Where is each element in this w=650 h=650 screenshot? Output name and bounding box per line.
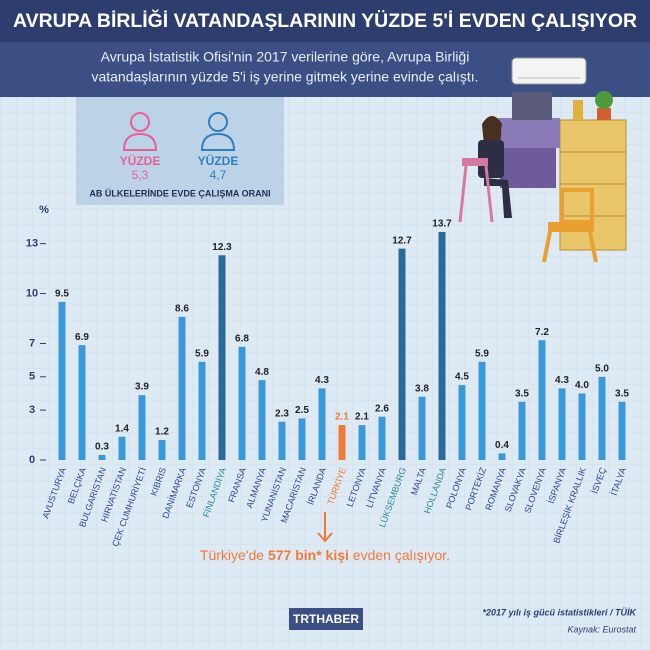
bar xyxy=(498,453,506,460)
footnote: *2017 yılı iş gücü istatistikleri / TÜİK xyxy=(482,607,637,617)
value-label: 4.8 xyxy=(255,367,269,378)
callout-text: Türkiye'de 577 bin* kişi evden çalışıyor… xyxy=(200,547,450,563)
value-label: 5.9 xyxy=(475,348,489,359)
bar xyxy=(258,380,266,460)
value-label: 2.6 xyxy=(375,403,389,414)
bar xyxy=(558,388,566,460)
bar xyxy=(198,361,206,460)
bar xyxy=(218,255,226,460)
bar xyxy=(298,418,306,460)
legend-caption: AB ÜLKELERİNDE EVDE ÇALIŞMA ORANI xyxy=(89,188,270,198)
value-label: 5.0 xyxy=(595,363,609,374)
title-band xyxy=(0,0,650,42)
legend-value: 5,3 xyxy=(132,168,149,182)
bar xyxy=(98,455,106,460)
value-label: 3.5 xyxy=(515,388,529,399)
value-label: 7.2 xyxy=(535,327,549,338)
callout-segment: Türkiye'de xyxy=(200,547,268,563)
y-tick-label: 7 xyxy=(29,337,35,349)
callout-segment: evden çalışıyor. xyxy=(349,547,450,563)
bar xyxy=(178,316,186,460)
value-label: 6.8 xyxy=(235,333,249,344)
bar xyxy=(278,421,286,460)
bar xyxy=(378,416,386,460)
bar xyxy=(398,248,406,460)
bar xyxy=(158,440,166,460)
callout-segment: 577 bin* kişi xyxy=(268,547,349,563)
bar xyxy=(58,301,66,460)
value-label: 8.6 xyxy=(175,304,189,315)
bar xyxy=(118,436,126,460)
value-label: 0.3 xyxy=(95,442,109,453)
title: AVRUPA BİRLİĞİ VATANDAŞLARININ YÜZDE 5'İ… xyxy=(13,10,637,32)
bar xyxy=(518,401,526,460)
bar xyxy=(138,395,146,460)
man-icon xyxy=(200,112,236,151)
subtitle-line: Avrupa İstatistik Ofisi'nin 2017 veriler… xyxy=(101,48,470,65)
value-label: 4.0 xyxy=(575,380,589,391)
woman-icon xyxy=(122,112,158,151)
bar xyxy=(478,361,486,460)
bar xyxy=(618,401,626,460)
value-label: 12.7 xyxy=(392,235,412,246)
value-label: 1.4 xyxy=(115,423,129,434)
value-label: 1.2 xyxy=(155,427,169,438)
bar xyxy=(418,396,426,460)
bar xyxy=(458,385,466,460)
value-label: 0.4 xyxy=(495,440,509,451)
bar xyxy=(438,231,446,460)
callout-arrow-head xyxy=(317,532,333,543)
value-label: 12.3 xyxy=(212,242,232,253)
value-label: 6.9 xyxy=(75,332,89,343)
legend-box xyxy=(76,97,284,205)
value-label: 2.1 xyxy=(335,412,349,423)
bar xyxy=(78,345,86,460)
value-label: 4.5 xyxy=(455,372,469,383)
bar xyxy=(338,425,346,460)
value-label: 4.3 xyxy=(555,375,569,386)
y-tick-label: 3 xyxy=(29,404,35,416)
subtitle-line: vatandaşlarının yüzde 5'i iş yerine gitm… xyxy=(91,69,478,85)
bar xyxy=(358,425,366,460)
office-illustration xyxy=(458,57,627,263)
value-label: 13.7 xyxy=(432,219,452,230)
bar xyxy=(238,346,246,460)
value-label: 3.9 xyxy=(135,382,149,393)
bar xyxy=(598,376,606,460)
logo-box xyxy=(289,608,363,630)
y-tick-label: 10 xyxy=(26,287,38,299)
legend-label: YÜZDE xyxy=(120,153,161,168)
value-label: 3.5 xyxy=(615,388,629,399)
value-label: 2.3 xyxy=(275,408,289,419)
value-label: 4.3 xyxy=(315,375,329,386)
y-tick-label: 0 xyxy=(29,454,35,466)
value-label: 3.8 xyxy=(415,383,429,394)
legend-label: YÜZDE xyxy=(198,153,239,168)
bar xyxy=(538,340,546,460)
unit-label: % xyxy=(39,204,49,216)
source: Kaynak: Eurostat xyxy=(567,624,636,634)
logo: TRTHABER xyxy=(293,612,359,626)
bar xyxy=(578,393,586,460)
value-label: 2.1 xyxy=(355,412,369,423)
value-label: 2.5 xyxy=(295,405,309,416)
value-label: 9.5 xyxy=(55,289,69,300)
y-tick-label: 5 xyxy=(29,371,35,383)
y-tick-label: 13 xyxy=(26,238,38,250)
legend-value: 4,7 xyxy=(210,168,227,182)
value-label: 5.9 xyxy=(195,348,209,359)
bar xyxy=(318,388,326,460)
